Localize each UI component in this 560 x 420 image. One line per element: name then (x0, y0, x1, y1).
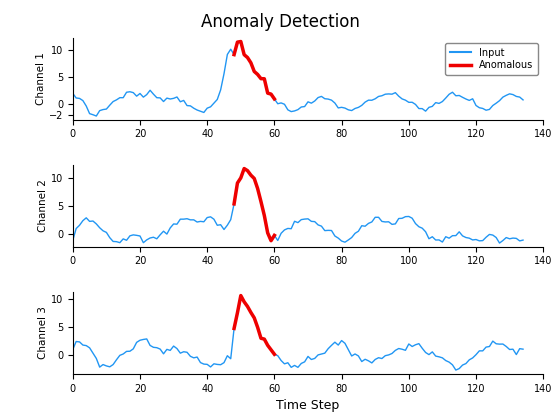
Y-axis label: Channel 3: Channel 3 (38, 306, 48, 359)
Text: Anomaly Detection: Anomaly Detection (200, 13, 360, 31)
Y-axis label: Channel 2: Channel 2 (38, 179, 48, 232)
Y-axis label: Channel 1: Channel 1 (36, 52, 46, 105)
X-axis label: Time Step: Time Step (277, 399, 339, 412)
Legend: Input, Anomalous: Input, Anomalous (445, 43, 538, 75)
